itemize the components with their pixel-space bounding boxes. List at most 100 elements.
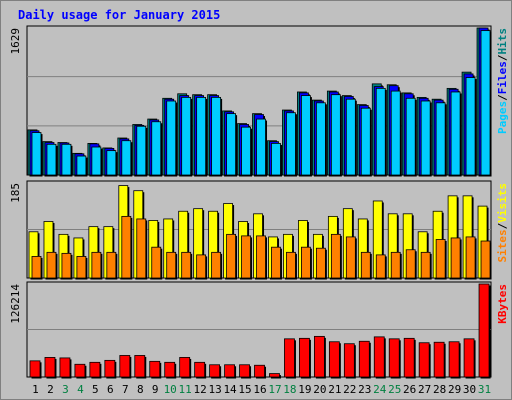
bar-sites-day-20 <box>315 247 327 280</box>
day-label-1: 1 <box>32 383 39 396</box>
bar-sites-day-7 <box>121 215 133 280</box>
chart-title: Daily usage for January 2015 <box>18 8 221 22</box>
bar-pages-day-6 <box>106 150 118 177</box>
day-label-30: 30 <box>463 383 476 396</box>
legend-kbytes: KBytes <box>496 284 509 324</box>
bar-sites-day-2 <box>46 251 58 280</box>
bar-kbytes-day-13 <box>209 364 222 379</box>
bar-sites-day-30 <box>465 236 477 280</box>
legend-entry: Visits <box>496 183 509 223</box>
bar-kbytes-day-24 <box>373 336 386 379</box>
bar-sites-day-28 <box>435 239 447 280</box>
bar-pages-day-15 <box>241 126 253 177</box>
day-label-28: 28 <box>433 383 446 396</box>
bar-pages-day-13 <box>211 96 223 177</box>
bar-kbytes-day-16 <box>254 364 267 379</box>
bar-kbytes-day-20 <box>313 335 326 379</box>
day-label-11: 11 <box>179 383 192 396</box>
bar-pages-day-3 <box>61 143 73 177</box>
day-label-23: 23 <box>358 383 371 396</box>
bar-sites-day-26 <box>405 249 417 280</box>
bar-pages-day-9 <box>151 121 163 177</box>
bar-kbytes-day-10 <box>164 361 177 379</box>
day-label-8: 8 <box>137 383 144 396</box>
bar-pages-day-2 <box>46 143 58 177</box>
bar-sites-day-24 <box>375 254 387 280</box>
bar-pages-day-23 <box>360 107 372 177</box>
bar-pages-day-29 <box>450 91 462 177</box>
day-label-18: 18 <box>283 383 296 396</box>
bar-kbytes-day-22 <box>343 343 356 379</box>
bar-kbytes-day-15 <box>239 364 252 379</box>
bar-kbytes-day-1 <box>29 360 42 379</box>
bar-sites-day-18 <box>286 251 297 280</box>
bar-kbytes-day-19 <box>299 337 311 379</box>
bar-kbytes-day-17 <box>269 373 281 379</box>
bar-kbytes-day-29 <box>448 341 461 379</box>
legend-entry: / <box>496 54 509 61</box>
bar-kbytes-day-9 <box>149 360 162 379</box>
day-label-12: 12 <box>194 383 207 396</box>
bar-kbytes-day-3 <box>59 357 72 379</box>
day-label-20: 20 <box>313 383 326 396</box>
legend-hits-files-pages: Pages/Files/Hits <box>496 28 509 134</box>
bar-sites-day-9 <box>151 246 163 280</box>
bar-sites-day-6 <box>106 251 118 280</box>
bar-sites-day-22 <box>345 236 357 280</box>
day-label-17: 17 <box>268 383 281 396</box>
day-label-9: 9 <box>152 383 159 396</box>
bar-sites-day-12 <box>196 254 208 280</box>
bar-pages-day-8 <box>136 125 148 177</box>
bar-kbytes-day-30 <box>463 338 476 379</box>
bar-kbytes-day-6 <box>104 359 117 379</box>
bar-pages-day-10 <box>166 100 178 177</box>
bar-sites-day-17 <box>271 246 282 280</box>
bar-kbytes-day-2 <box>44 357 57 379</box>
bar-pages-day-24 <box>375 87 387 177</box>
legend-entry: Pages <box>496 101 509 134</box>
day-label-2: 2 <box>47 383 54 396</box>
ymax-label-visits-sites: 185 <box>9 183 22 203</box>
bar-kbytes-day-11 <box>179 357 192 379</box>
bar-sites-day-1 <box>31 256 43 280</box>
legend-entry: Files <box>496 61 509 94</box>
legend-entry: KBytes <box>496 284 509 324</box>
bar-sites-day-8 <box>136 218 148 280</box>
day-label-29: 29 <box>448 383 461 396</box>
bar-kbytes-day-31 <box>478 283 491 379</box>
day-label-13: 13 <box>208 383 221 396</box>
day-label-22: 22 <box>343 383 356 396</box>
bar-kbytes-day-25 <box>388 338 401 379</box>
bar-kbytes-day-4 <box>74 363 87 379</box>
bar-sites-day-3 <box>61 252 73 280</box>
bar-pages-day-28 <box>435 102 447 177</box>
day-label-10: 10 <box>164 383 177 396</box>
bar-sites-day-13 <box>211 251 223 280</box>
day-label-5: 5 <box>92 383 99 396</box>
bar-sites-day-19 <box>301 246 312 280</box>
bar-pages-day-18 <box>286 112 297 177</box>
bar-pages-day-14 <box>226 113 238 177</box>
day-label-3: 3 <box>62 383 69 396</box>
bar-sites-day-23 <box>360 251 372 280</box>
ymax-label-hits-files-pages: 1629 <box>9 28 22 55</box>
bar-sites-day-25 <box>390 251 402 280</box>
legend-entry: Sites <box>496 229 509 262</box>
bar-sites-day-15 <box>241 235 253 280</box>
bar-kbytes-day-28 <box>433 341 446 379</box>
bar-pages-day-12 <box>196 96 208 177</box>
bar-sites-day-4 <box>76 256 88 280</box>
bar-pages-day-22 <box>345 98 357 177</box>
day-label-26: 26 <box>403 383 416 396</box>
bar-kbytes-day-8 <box>134 355 147 379</box>
bar-pages-day-1 <box>31 132 43 177</box>
bar-sites-day-29 <box>450 237 462 280</box>
day-label-31: 31 <box>478 383 491 396</box>
bar-pages-day-11 <box>181 96 193 177</box>
bar-sites-day-16 <box>256 235 268 280</box>
bar-kbytes-day-18 <box>284 338 296 379</box>
day-label-7: 7 <box>122 383 129 396</box>
bar-sites-day-5 <box>91 251 103 280</box>
